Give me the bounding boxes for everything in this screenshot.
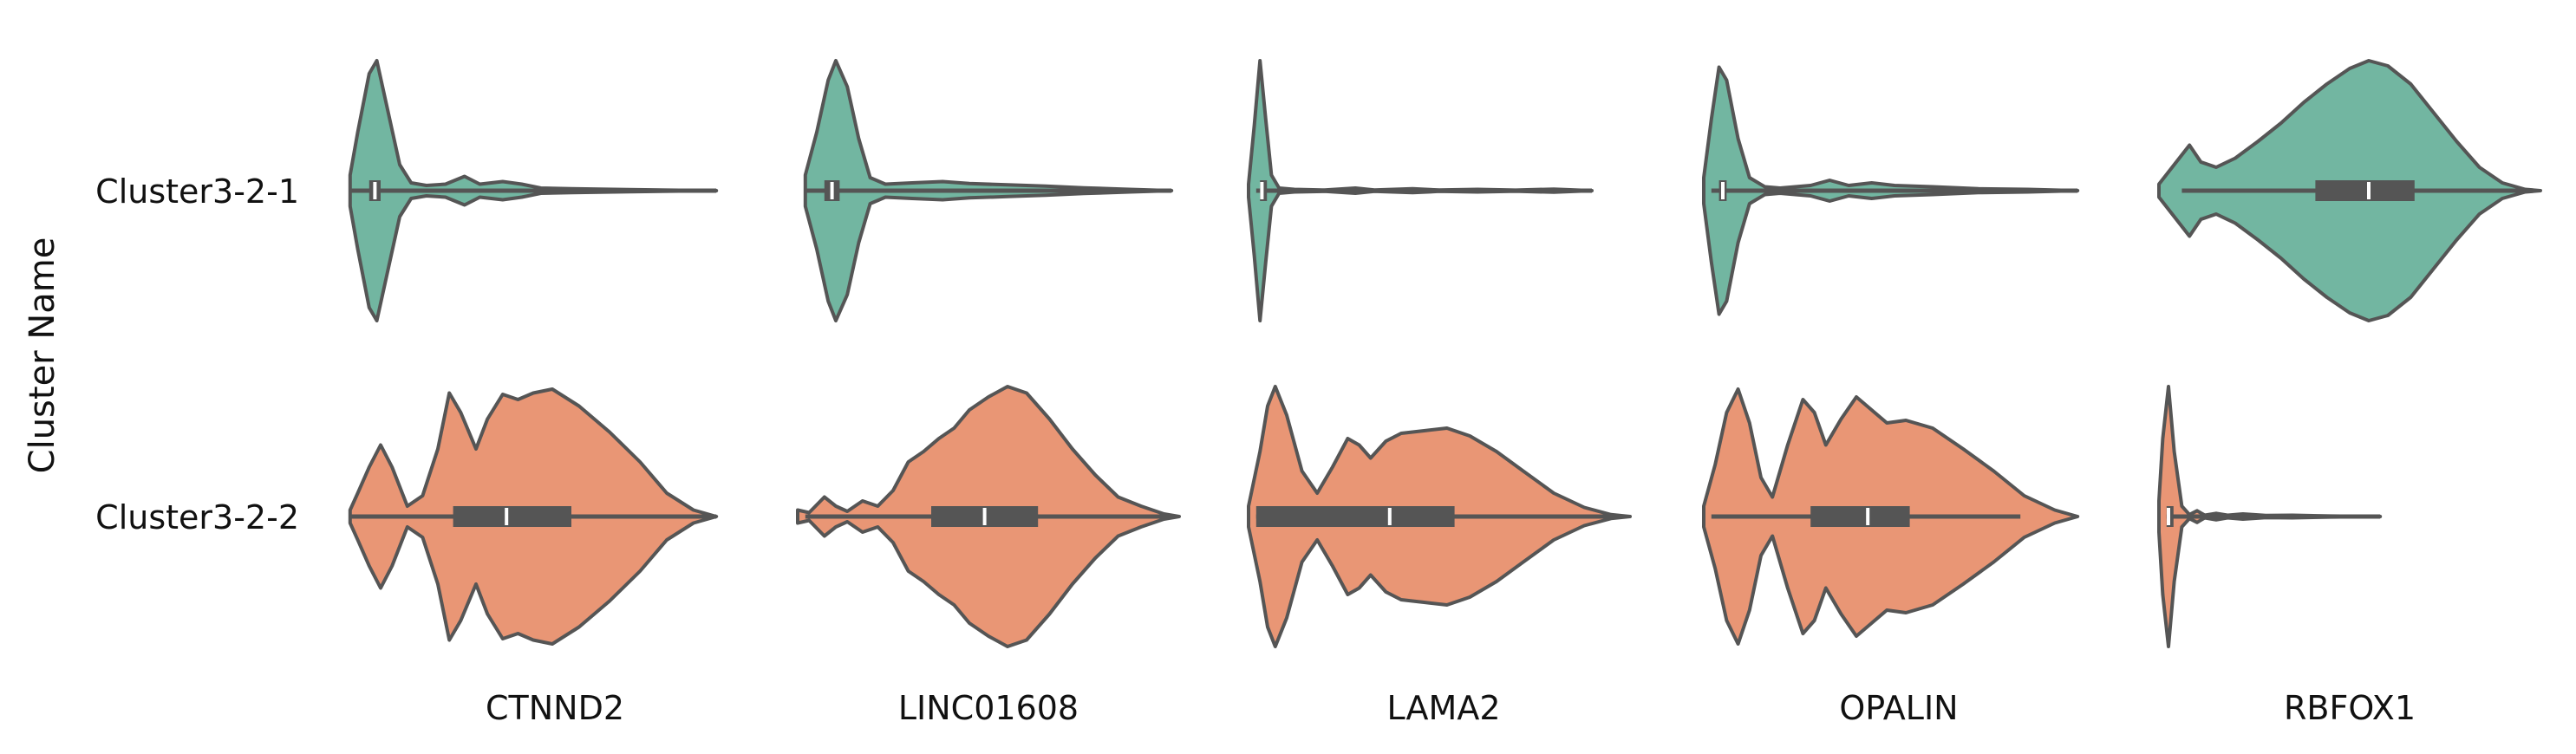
gene-label-linc01608: LINC01608 [898,689,1079,727]
gene-labels: CTNND2 LINC01608 LAMA2 OPALIN RBFOX1 [486,689,2416,727]
gene-label-opalin: OPALIN [1839,689,1958,727]
violin-ctnnd2-cluster3-2-2-box [453,506,571,527]
gene-label-ctnnd2: CTNND2 [486,689,624,727]
violin-opalin-cluster3-2-2-box [1810,506,1910,527]
gene-label-lama2: LAMA2 [1387,689,1501,727]
y-axis-title: Cluster Name [23,237,62,474]
violin-lama2-cluster3-2-2-box [1255,506,1455,527]
violin-rbfox1-cluster3-2-1-box [2315,180,2415,201]
gene-label-rbfox1: RBFOX1 [2284,689,2416,727]
cluster-labels: Cluster3-2-1 Cluster3-2-2 [95,172,299,536]
cluster-label-2: Cluster3-2-2 [95,498,299,536]
violins-layer [348,59,2542,648]
cluster-label-1: Cluster3-2-1 [95,172,299,211]
